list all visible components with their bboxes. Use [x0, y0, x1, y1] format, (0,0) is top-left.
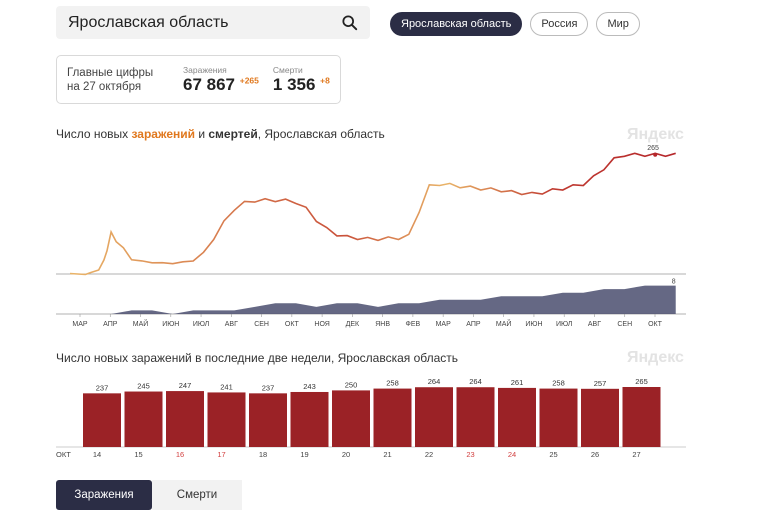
x-tick-label: ЯНВ [375, 321, 390, 328]
infections-caption: Заражения [183, 64, 227, 75]
infections-last-point [653, 152, 658, 157]
x-tick-label: АВГ [225, 321, 238, 328]
infections-delta: +265 [239, 74, 259, 85]
x-tick-label: ОКТ [285, 321, 300, 328]
x-tick-label: АПР [466, 321, 481, 328]
deaths-total: 1 356 [272, 74, 316, 94]
bar-value-label: 261 [511, 378, 524, 387]
x-tick-label: ИЮН [162, 321, 179, 328]
tab-world[interactable]: Мир [596, 12, 640, 36]
bar-value-label: 258 [386, 379, 399, 388]
bar-value-label: 257 [594, 379, 607, 388]
bar-category-label: 14 [93, 450, 101, 459]
x-tick-label: МАР [436, 321, 452, 328]
bar [290, 391, 329, 447]
bar-value-label: 264 [469, 377, 482, 386]
chart1-title: Число новых заражений и смертей, Ярослав… [56, 127, 385, 141]
bar [373, 388, 412, 447]
bar-category-label: 15 [134, 450, 142, 459]
search-icon[interactable] [342, 14, 358, 31]
bar-category-label: 22 [425, 450, 433, 459]
x-tick-label: МАЙ [133, 319, 149, 328]
bar-category-label: 19 [300, 450, 308, 459]
bar-category-label: 24 [508, 450, 516, 459]
bar-category-label: 23 [466, 450, 474, 459]
bar-value-label: 241 [220, 382, 233, 391]
x-tick-label: ИЮЛ [193, 321, 210, 328]
yandex-watermark: Яндекс [627, 126, 684, 143]
bar [498, 387, 536, 447]
main-figures-card: Главные цифры на 27 октября Заражения 67… [56, 55, 341, 104]
deaths-area [70, 285, 676, 314]
bar [456, 387, 495, 447]
bar-value-label: 237 [262, 383, 275, 392]
bar-category-label: 25 [549, 450, 557, 459]
bars: 237 14 245 15 247 16 241 17 237 18 243 19 250 20 258 21… [83, 377, 661, 459]
deaths-series [56, 285, 686, 315]
x-tick-label: СЕН [617, 321, 632, 328]
bar-category-label: 17 [217, 450, 225, 459]
bar-value-label: 258 [552, 379, 565, 388]
x-tick-label: ОКТ [648, 321, 663, 328]
bar [539, 388, 578, 447]
deaths-last-label: 8 [672, 279, 676, 286]
bar-category-label: 18 [259, 450, 267, 459]
x-tick-label: ИЮН [525, 321, 542, 328]
infections-series-line [69, 152, 676, 276]
bar-value-label: 264 [428, 377, 441, 386]
bar-category-label: 20 [342, 450, 350, 459]
x-tick-label: МАЙ [496, 319, 512, 328]
x-tick-label: ИЮЛ [556, 321, 573, 328]
infections-stat: Заражения 67 867 +265 [183, 65, 259, 95]
bar [207, 392, 246, 447]
main-figures-label: Главные цифры на 27 октября [67, 66, 154, 93]
x-tick-label: АВГ [588, 321, 601, 328]
bar-value-label: 237 [96, 383, 109, 392]
bar [332, 390, 370, 447]
bar [83, 393, 121, 447]
bar-category-label: 16 [176, 450, 184, 459]
bar [166, 391, 204, 447]
x-tick-label: СЕН [254, 321, 269, 328]
bar-value-label: 265 [635, 377, 648, 386]
bar-value-label: 245 [137, 382, 150, 391]
bar [581, 388, 619, 447]
yandex-watermark-2: Яндекс [627, 349, 684, 366]
x-tick-label: ФЕВ [406, 321, 421, 328]
bar-value-label: 243 [303, 382, 316, 391]
bar-category-label: 26 [591, 450, 599, 459]
month-label: ОКТ [56, 450, 71, 459]
tab-deaths[interactable]: Смерти [152, 480, 242, 510]
chart2-title: Число новых заражений в последние две не… [56, 351, 459, 365]
x-tick-label: НОЯ [314, 321, 329, 328]
bar [249, 393, 287, 447]
deaths-stat: Смерти 1 356 +8 [273, 65, 330, 95]
search-input[interactable]: Ярославская область [68, 13, 229, 31]
deaths-caption: Смерти [272, 64, 303, 75]
tab-infections[interactable]: Заражения [56, 480, 152, 510]
bar-category-label: 27 [632, 450, 640, 459]
x-tick-label: МАР [72, 321, 88, 328]
bar [415, 387, 453, 447]
x-tick-label: АПР [103, 321, 118, 328]
deaths-delta: +8 [320, 74, 330, 85]
x-tick-label: ДЕК [346, 321, 360, 328]
bar [124, 391, 163, 447]
tab-russia[interactable]: Россия [530, 12, 589, 36]
infections-total: 67 867 [183, 74, 235, 94]
bar-value-label: 247 [179, 381, 192, 390]
tab-yaroslavl[interactable]: Ярославская область [390, 12, 523, 36]
bar [622, 387, 661, 447]
region-tabs: Ярославская область Россия Мир [390, 12, 640, 36]
bar-category-label: 21 [383, 450, 391, 459]
bottom-tabs: Заражения Смерти [56, 480, 242, 510]
infections-last-label: 265 [647, 145, 659, 152]
bar-value-label: 250 [345, 380, 358, 389]
chart1-x-axis: МАР АПР МАЙ ИЮН ИЮЛ АВГ СЕН ОКТ НОЯ ДЕК ЯНВ ФЕВ МАР А… [72, 314, 663, 328]
search-box[interactable]: Ярославская область [56, 6, 370, 39]
